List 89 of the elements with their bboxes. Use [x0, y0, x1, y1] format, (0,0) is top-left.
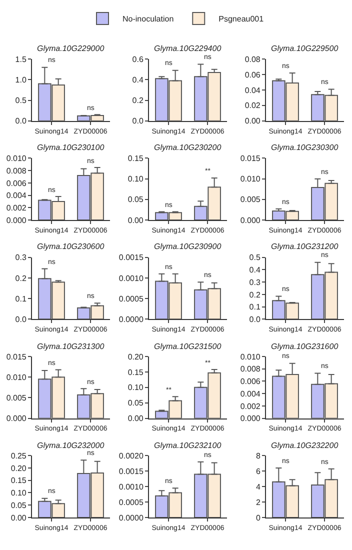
y-tick-label: 0.4	[249, 266, 261, 275]
y-tick-label: 0.010	[240, 174, 261, 184]
y-tick-label: 0.004	[6, 191, 27, 200]
y-tick-label: 0.10	[128, 174, 144, 184]
y-tick-label: 0.010	[6, 372, 27, 382]
chart-title: Glyma.10G232000	[37, 441, 105, 450]
chart-title: Glyma.10G232200	[271, 441, 339, 450]
y-tick-label: 0.008	[6, 166, 27, 176]
y-tick-label: 1.5	[15, 54, 27, 64]
chart-title: Glyma.10G229000	[37, 44, 105, 53]
y-tick-label: 0.015	[240, 154, 261, 164]
y-tick-label: 0.04	[244, 86, 261, 95]
chart-title: Glyma.10G231600	[271, 342, 339, 351]
y-tick-label: 0.2	[132, 96, 144, 106]
chart-title: Glyma.10G230200	[154, 143, 222, 152]
y-tick-label: 0.3	[249, 278, 261, 287]
y-tick-label: 0.5	[15, 96, 27, 106]
chart-title: Glyma.10G230100	[37, 143, 105, 152]
y-tick-label: 0.1	[249, 302, 261, 312]
chart-title: Glyma.10G231300	[37, 342, 105, 351]
y-tick-label: 0.15	[128, 154, 144, 164]
y-tick-label: 0.1	[15, 294, 27, 304]
y-tick-label: 0.0	[249, 314, 261, 324]
y-tick-label: 0.20	[128, 352, 144, 362]
y-tick-label: 0.10	[10, 488, 27, 498]
y-tick-label: 0.015	[6, 352, 27, 362]
y-tick-label: 0.008	[240, 364, 261, 374]
y-tick-label: 0.02	[244, 101, 261, 110]
chart-title: Glyma.10G229500	[271, 44, 339, 53]
y-tick-label: 0.08	[244, 54, 261, 64]
y-tick-label: 0.3	[15, 253, 27, 262]
y-tick-label: 0.0010	[118, 274, 144, 283]
y-tick-label: 0.05	[128, 398, 144, 408]
chart-title: Glyma.10G230900	[154, 242, 222, 251]
y-tick-label: 0.002	[240, 402, 261, 411]
y-tick-label: 0.000	[240, 216, 261, 225]
y-tick-label: 0.000	[6, 414, 27, 424]
y-tick-label: 0.005	[240, 195, 261, 204]
y-tick-label: 0.15	[10, 476, 27, 486]
chart-title: Glyma.10G230300	[271, 143, 339, 152]
y-tick-label: 0.0005	[118, 294, 144, 304]
y-tick-label: 4	[256, 482, 261, 492]
y-tick-label: 0.10	[128, 383, 144, 392]
y-tick-label: 0.2	[15, 274, 27, 283]
y-tick-label: 0.6	[132, 54, 144, 64]
chart-title: Glyma.10G231500	[154, 342, 222, 351]
y-tick-label: 0.0	[15, 116, 27, 126]
y-tick-label: 0.20	[10, 464, 27, 473]
y-tick-label: 0.15	[128, 368, 144, 377]
y-tick-label: 0.00	[128, 414, 144, 424]
y-tick-label: 0.00	[128, 216, 144, 225]
legend-label: Psgneau001	[218, 14, 264, 24]
y-tick-label: 0.002	[6, 203, 27, 212]
y-tick-label: 0.000	[240, 414, 261, 424]
y-tick-label: 0.006	[240, 377, 261, 386]
y-tick-label: 0.06	[244, 70, 261, 80]
y-tick-label: 0.0	[132, 116, 144, 126]
y-tick-label: 0.000	[6, 216, 27, 225]
y-tick-label: 2	[256, 498, 261, 507]
y-tick-label: 0.0	[15, 314, 27, 324]
y-tick-label: 0.0000	[118, 314, 144, 324]
y-tick-label: 0.00	[10, 513, 27, 522]
y-tick-label: 0.004	[240, 389, 261, 398]
y-tick-label: 0.0015	[118, 466, 144, 476]
y-tick-label: 0.0020	[118, 451, 144, 460]
y-tick-label: 0.010	[240, 352, 261, 362]
y-tick-label: 0.010	[6, 154, 27, 164]
chart-title: Glyma.10G230600	[37, 242, 105, 251]
y-tick-label: 0.05	[128, 195, 144, 204]
y-tick-label: 0.25	[10, 451, 27, 460]
y-tick-label: 0.0005	[118, 498, 144, 507]
y-tick-label: 0.0010	[118, 482, 144, 492]
y-tick-label: 0.0015	[118, 253, 144, 262]
y-tick-label: 0.006	[6, 178, 27, 188]
y-tick-label: 0.0000	[118, 513, 144, 522]
y-tick-label: 0.4	[132, 75, 144, 84]
y-tick-label: 0.00	[244, 116, 261, 126]
y-tick-label: 0.2	[249, 290, 261, 300]
y-tick-label: 0.5	[249, 253, 261, 262]
legend-label: No-inoculation	[122, 14, 174, 24]
chart-title: Glyma.10G232100	[154, 441, 222, 450]
chart-title: Glyma.10G231200	[271, 242, 339, 251]
y-tick-label: 8	[256, 451, 261, 460]
y-tick-label: 6	[256, 466, 261, 476]
y-tick-label: 0.005	[6, 394, 27, 403]
y-tick-label: 1.0	[15, 75, 27, 84]
y-tick-label: 0.05	[10, 500, 27, 510]
chart-title: Glyma.10G229400	[154, 44, 222, 53]
y-tick-label: 0	[256, 513, 261, 522]
